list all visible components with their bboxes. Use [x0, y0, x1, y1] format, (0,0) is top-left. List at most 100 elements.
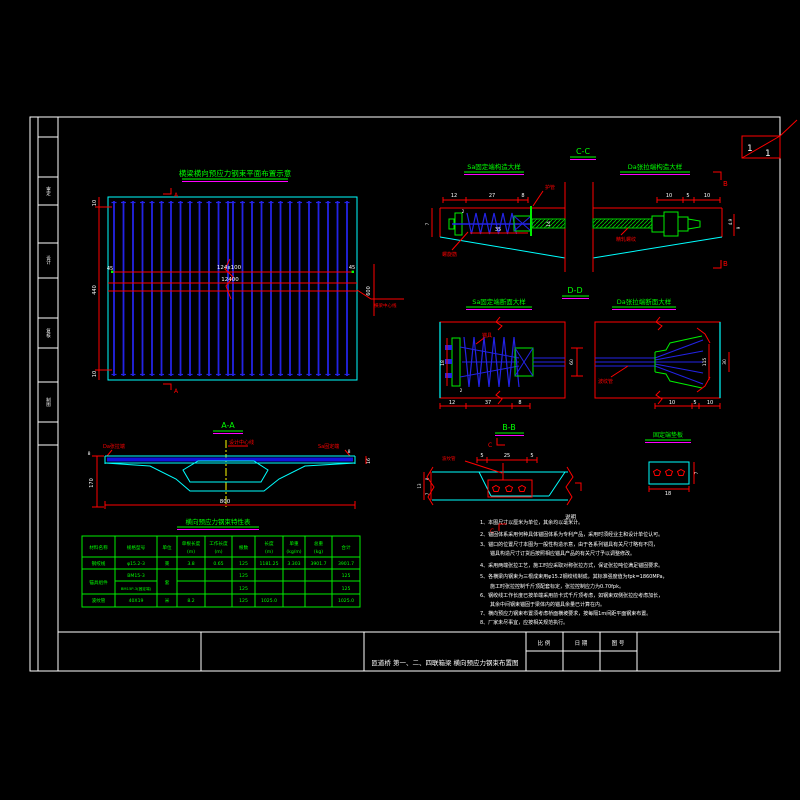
col-header: (m) [187, 549, 195, 555]
note-line: 2、锚固体系采用何种具体锚固体系为专利产品，采用时须经业主和设计单位认可。 [480, 531, 663, 538]
sidebar-cell-lines [38, 136, 58, 446]
section-dd: D-D Sa固定端断面大样 Da张拉端断面大样 18 2 12 37 [439, 286, 730, 409]
da-end-callout: Da张拉端 [103, 443, 125, 450]
dim: 5 [480, 453, 483, 459]
pad-title: 固定端垫板 [653, 431, 683, 439]
dim: 10 [704, 193, 710, 199]
duct-callout: 护管 [545, 184, 555, 191]
dim: 10 [707, 400, 713, 406]
cc-sa-title: Sa固定端构造大样 [467, 162, 521, 171]
table-grid [81, 535, 361, 608]
dim: 800 [220, 499, 231, 505]
section-bb: B-B C C 5 25 5 13 8 7 [417, 423, 582, 535]
cell: 3.303 [287, 561, 300, 567]
table-rows: 钢绞线 φ15.2-3 束 3.8 0.65 125 1181.25 3.303… [89, 560, 354, 604]
cell: 3.8 [187, 561, 194, 567]
section-c-bottom-label: C [490, 528, 494, 535]
drawing-title: 匝道桥 第一、二、四联箱梁 横向预应力钢束布置图 [371, 658, 518, 667]
sidebar-labels: 审定 设计 复核 制图 [46, 185, 51, 408]
dim-600: 600 [366, 286, 372, 296]
section-c-markers: C C [488, 438, 507, 535]
sheet-number-corner-box: 1 1 [741, 119, 798, 159]
plan-title: 横梁横向预应力钢束平面布置示意 [179, 168, 292, 178]
plan-dimensions: 124x100 12400 45 45 10 440 10 600 横梁中心线 [92, 197, 404, 380]
dd-tension-box: 115 30 10 5 10 波纹管 [594, 316, 730, 409]
section-a-markers: A A [163, 188, 179, 395]
cell: 125 [239, 598, 248, 604]
threaded-bar [592, 218, 653, 229]
col-header: 根数 [239, 544, 249, 551]
dim: 60 [569, 359, 575, 365]
sa-end-callout: Sa固定端 [318, 443, 339, 450]
bearing-plate-detail: 固定端垫板 18 7 [645, 431, 700, 497]
dim: 16 [366, 458, 372, 464]
col-header: 单根长度 [182, 540, 201, 547]
dim-440: 440 [92, 285, 98, 295]
dim: 8 [518, 400, 521, 406]
col-header: 单重 [289, 540, 299, 547]
dim: 115 [702, 358, 708, 367]
cc-label: C-C [576, 147, 590, 156]
cell: φ15.2-3 [127, 561, 145, 567]
notes-title: 说明 [565, 513, 577, 521]
dd-label: D-D [567, 286, 582, 295]
cell: 锚具组件 [89, 579, 108, 586]
dim: 4.9 [728, 218, 733, 225]
dim: 7 [425, 492, 430, 495]
aa-dimensions: 8 8 16 170 800 [88, 449, 372, 509]
anchor-plate [487, 479, 533, 498]
dim: 7 [694, 471, 700, 474]
section-b-top-label: B [723, 180, 728, 188]
dim: 2 [462, 209, 465, 214]
dim: 37 [485, 400, 491, 406]
box-void [182, 460, 269, 483]
cell: 8.2 [187, 598, 194, 604]
cc-fixed-anchor-hardware [448, 206, 566, 236]
dim: 8 [88, 451, 91, 457]
bb-dimensions: 5 25 5 13 8 7 [417, 453, 538, 500]
dim: 7 [425, 222, 431, 225]
dim: 2 [460, 388, 463, 393]
col-header: (kg) [314, 549, 323, 555]
dim-45-left: 45 [107, 266, 113, 272]
dim: 25 [504, 453, 510, 459]
dim: 170 [89, 478, 95, 488]
note-line: 5、各横梁内钢束为三根成束用φ15.2钢绞线制成，其标准强度值为fpk=1860… [480, 573, 668, 580]
cell: 125 [239, 561, 248, 567]
dim: 9 [736, 226, 741, 229]
threaded-bar [531, 218, 566, 229]
break-symbol [565, 466, 574, 506]
cell: BM15P-3(固定端) [121, 586, 152, 591]
crossbeam-outline [107, 196, 358, 381]
cc-dimensions: 12 27 8 2 35 14 7 10 5 10 4.9 9 [425, 193, 741, 237]
col-header: 长度 [264, 540, 274, 547]
dd-da-title: Da张拉端断面大样 [617, 297, 672, 306]
cell: 0.65 [213, 561, 223, 567]
table-title: 横向预应力钢束特性表 [186, 517, 252, 526]
cc-tension-anchor-hardware [592, 211, 701, 237]
cell: 波纹管 [92, 597, 106, 604]
section-a-bottom-label: A [174, 388, 179, 395]
duct-callout: 波纹管 [598, 378, 613, 385]
date-label: 日 期 [575, 640, 588, 647]
spiral-reinforcement [466, 212, 518, 235]
col-header: 工作长度 [209, 540, 228, 547]
bb-linework [426, 463, 582, 506]
note-line: 锚具构造尺寸订货后按照相应锚具产品的有关尺寸予以调整修改。 [490, 550, 635, 557]
cell: 40X19 [129, 598, 144, 604]
sheet-number-top: 1 [747, 144, 753, 154]
bb-callouts: 波纹管 [442, 455, 503, 474]
table-headers: 材料名称 规格型号 单位 单根长度 (m) 工作长度 (m) 根数 长度 (m)… [89, 540, 351, 555]
sidebar-label: 设计 [46, 254, 51, 266]
note-line: 8、厂家未尽事宜，应按相关规范执行。 [480, 619, 568, 626]
section-b-bottom-label: B [723, 260, 728, 268]
cell: 钢绞线 [92, 560, 106, 567]
material-table: 横向预应力钢束特性表 材料名称 规格型号 单位 单根长度 (m) 工作长度 (m… [81, 517, 361, 608]
section-a-top-label: A [174, 192, 179, 199]
sidebar-label: 审定 [46, 185, 51, 197]
scale-label: 比 例 [538, 639, 551, 647]
centerline-callout: 横梁中心线 [374, 302, 397, 309]
sidebar-label: 复核 [46, 327, 51, 339]
dim-span: 124x100 [217, 265, 242, 271]
